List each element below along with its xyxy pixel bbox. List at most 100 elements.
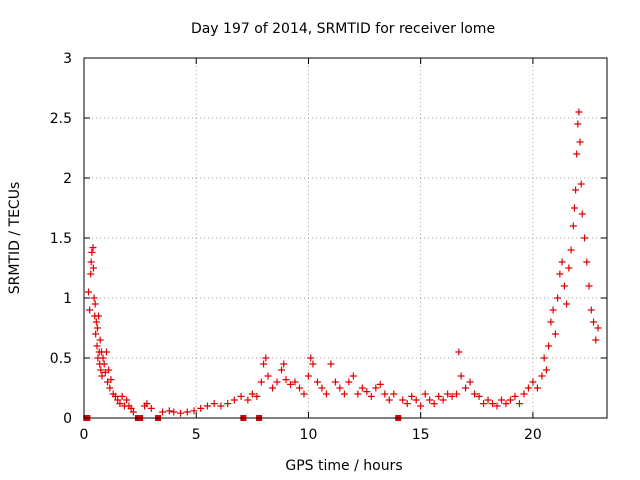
data-point [540,354,548,362]
y-axis-label: SRMTID / TECUs [7,182,23,295]
data-point [520,390,528,398]
data-point [183,408,191,416]
data-point [253,392,261,400]
data-point [190,407,198,415]
data-point [280,360,288,368]
data-point [565,264,573,272]
data-point [127,404,135,412]
data-point [318,384,326,392]
data-point [594,324,602,332]
x-tick-label: 15 [412,427,430,443]
data-point [295,384,303,392]
data-point [89,244,97,252]
data-point [98,372,106,380]
data-point [430,400,438,408]
data-point [111,392,119,400]
data-point [84,288,92,296]
data-point [408,392,416,400]
data-point [224,400,232,408]
data-point [570,204,578,212]
data-point [106,384,114,392]
data-point [105,366,113,374]
data-point [159,408,167,416]
data-point [102,348,110,356]
data-point [91,300,99,308]
data-point [264,372,272,380]
data-point [107,376,115,384]
data-point [549,306,557,314]
data-point [558,258,566,266]
y-tick-label: 0 [63,411,72,427]
data-point [90,294,98,302]
data-point [269,384,277,392]
data-point [466,378,474,386]
data-point [260,360,268,368]
data-point [556,270,564,278]
data-point [390,390,398,398]
data-point [291,378,299,386]
data-point [345,378,353,386]
data-point [114,396,122,404]
data-point [273,378,281,386]
data-point [448,392,456,400]
data-point [358,384,366,392]
data-point [87,258,95,266]
data-point [569,222,577,230]
data-point [309,360,317,368]
data-point [92,330,100,338]
data-point [533,384,541,392]
data-point [99,354,107,362]
y-tick-label: 1.5 [50,231,72,247]
data-point [455,348,463,356]
data-point [575,108,583,116]
x-tick-label: 10 [300,427,318,443]
data-point [287,380,295,388]
data-point [547,318,555,326]
data-point [96,336,104,344]
data-point [244,396,252,404]
data-point [572,186,580,194]
data-point [515,400,523,408]
data-point [248,390,256,398]
data-point [327,360,335,368]
data-point [165,407,173,415]
data-point [385,396,393,404]
y-tick-label: 1 [63,291,72,307]
data-point [363,388,371,396]
data-point [444,390,452,398]
data-point [475,392,483,400]
x-tick-label: 5 [192,427,201,443]
y-axis: 0 0.5 1 1.5 2 2.5 3 [50,51,607,427]
data-point [583,258,591,266]
data-point [511,392,519,400]
data-point [480,400,488,408]
data-point [100,360,108,368]
data-point [257,378,265,386]
data-point [95,312,103,320]
grid [84,58,607,418]
data-point [143,400,151,408]
data-point [307,354,315,362]
data-point [86,306,94,314]
data-point [313,378,321,386]
x-tick-label: 20 [524,427,542,443]
data-point [97,366,105,374]
y-tick-label: 2 [63,171,72,187]
data-point [524,384,532,392]
x-tick-label: 0 [80,427,89,443]
data-point [421,390,429,398]
data-point [462,384,470,392]
chart-title: Day 197 of 2014, SRMTID for receiver lom… [191,21,495,37]
data-point [587,306,595,314]
data-point [177,409,185,417]
data-point [585,282,593,290]
data-point [304,372,312,380]
data-point [560,282,568,290]
data-point [278,366,286,374]
data-point [118,392,126,400]
y-tick-label: 3 [63,51,72,67]
data-point [147,404,155,412]
data-point [545,342,553,350]
data-point [93,342,101,350]
